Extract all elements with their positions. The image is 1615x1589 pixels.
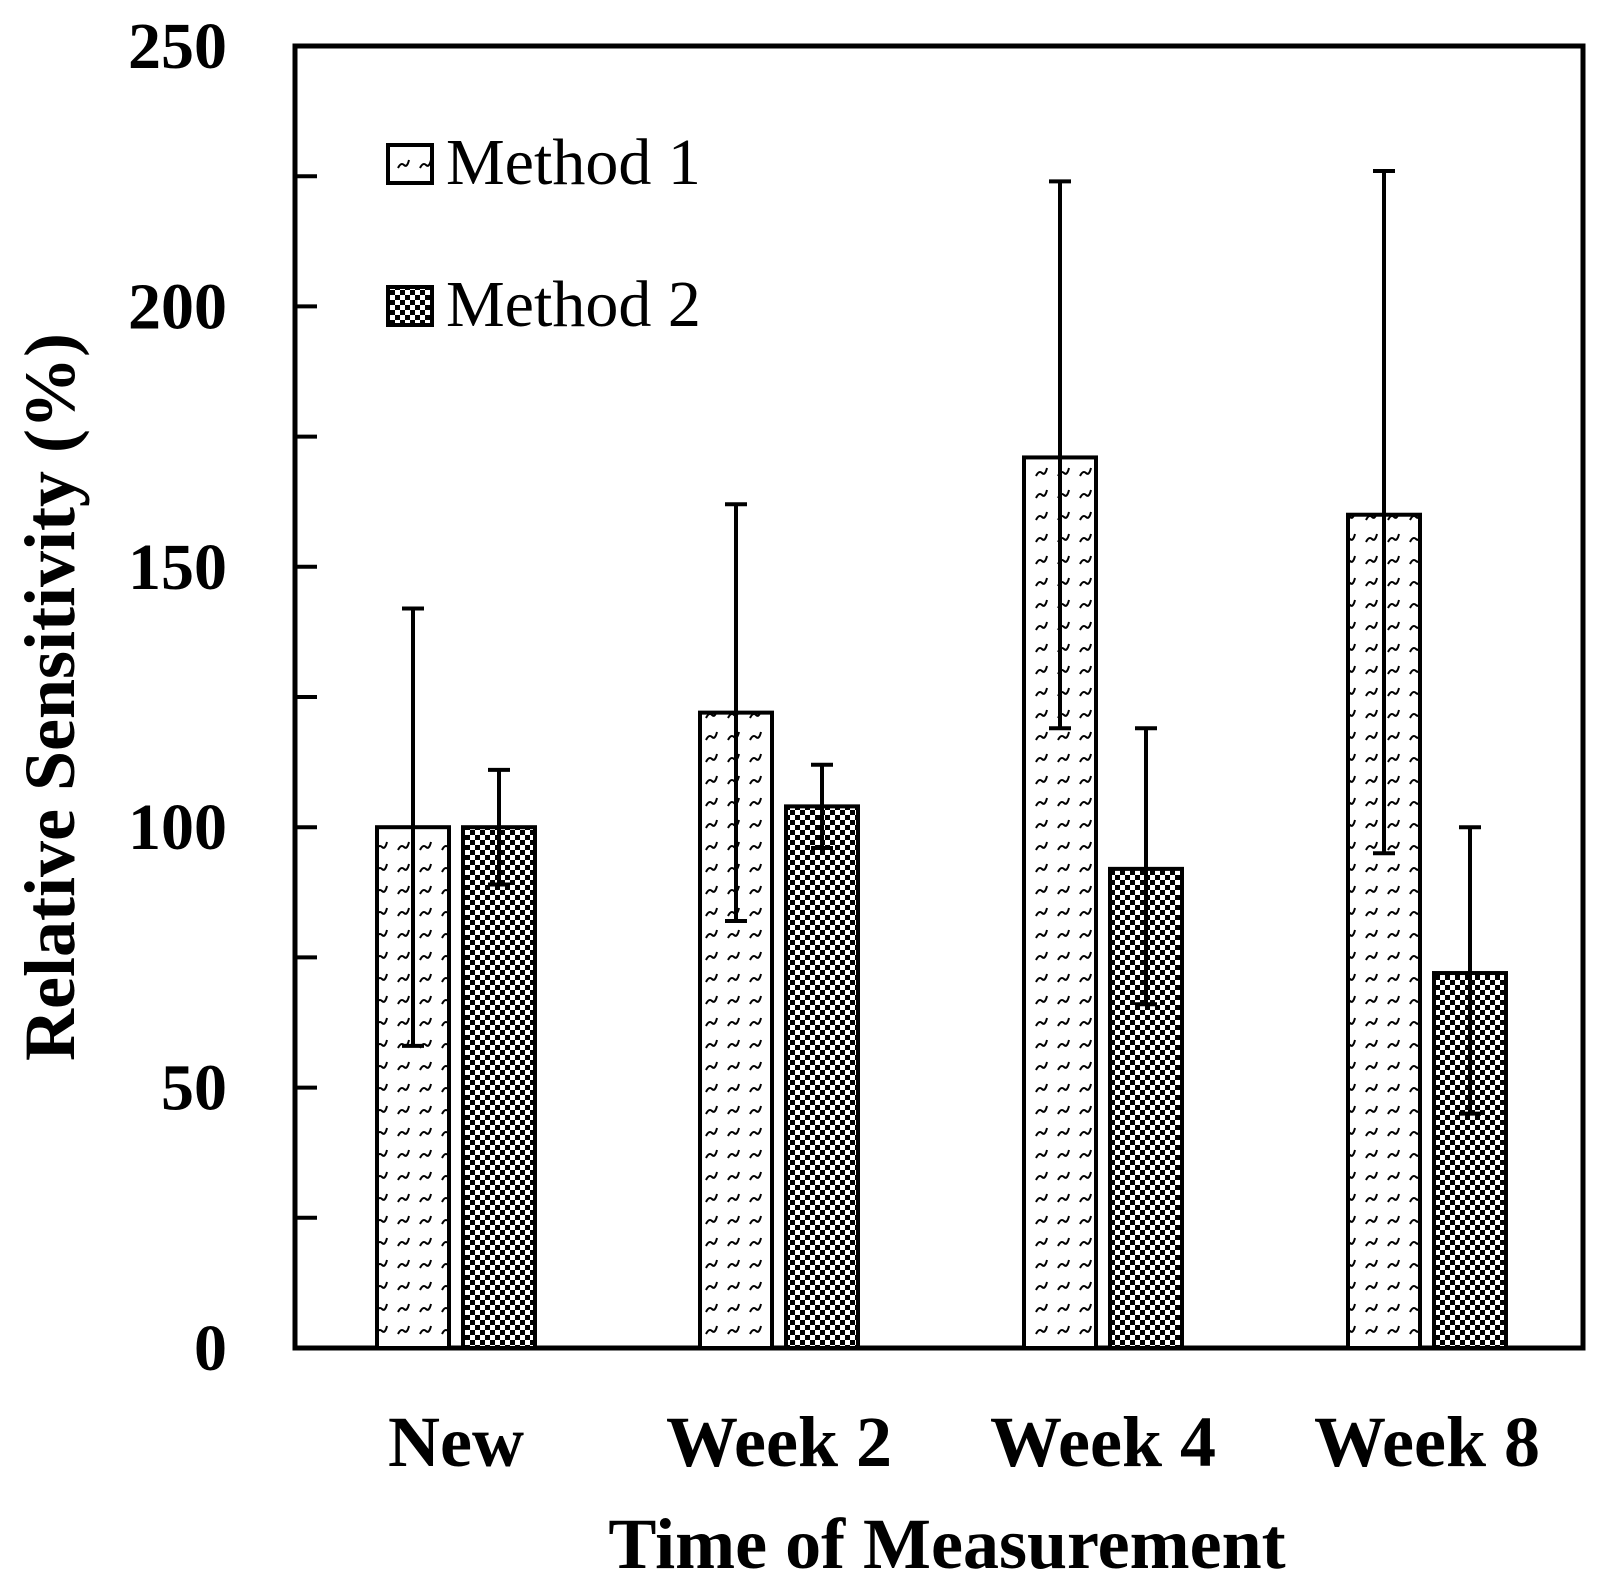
x-tick-label-week-8: Week 8 (1314, 1402, 1540, 1482)
legend-swatch-method-1 (386, 143, 434, 185)
x-axis-title: Time of Measurement (608, 1504, 1285, 1584)
x-tick-label-week-4: Week 4 (990, 1402, 1216, 1482)
bar-series-2-new (461, 825, 537, 1350)
legend-swatch-method-2 (386, 285, 434, 327)
y-tick-label-150: 150 (128, 531, 227, 604)
y-tick-label-0: 0 (194, 1312, 227, 1385)
bar-series-2-week-2 (784, 804, 860, 1350)
y-axis-title: Relative Sensitivity (%) (10, 333, 90, 1061)
legend: Method 1 Method 2 (386, 126, 701, 341)
y-tick-label-200: 200 (128, 270, 227, 343)
legend-label-method-1: Method 1 (446, 126, 701, 199)
y-tick-label-250: 250 (128, 10, 227, 83)
x-tick-label-week-2: Week 2 (666, 1402, 892, 1482)
legend-label-method-2: Method 2 (446, 268, 701, 341)
bars-group (375, 455, 1508, 1350)
x-axis: New Week 2 Week 4 Week 8 (388, 1402, 1540, 1482)
x-tick-label-new: New (388, 1402, 524, 1482)
y-axis: 0 50 100 150 200 250 (128, 10, 317, 1385)
y-tick-label-100: 100 (128, 791, 227, 864)
y-tick-label-50: 50 (161, 1052, 227, 1125)
error-bars-group (402, 168, 1481, 1116)
